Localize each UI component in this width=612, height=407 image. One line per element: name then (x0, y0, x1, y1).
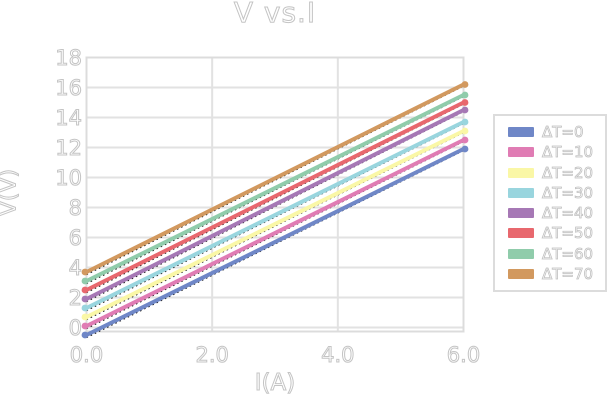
x-tick-label: 2.0 (195, 343, 229, 367)
legend-label: ΔT=50 (542, 224, 594, 243)
series-marker (461, 99, 469, 106)
y-tick-label: 0 (68, 315, 82, 340)
fit-line (86, 103, 464, 294)
legend-swatch (508, 127, 534, 138)
series-line (84, 129, 466, 319)
series-line (84, 138, 466, 328)
legend-swatch (508, 208, 534, 219)
legend-item: ΔT=70 (508, 264, 605, 283)
series-marker (461, 127, 469, 135)
legend-item: ΔT=0 (508, 123, 605, 142)
series-marker (81, 313, 89, 321)
legend-label: ΔT=10 (542, 143, 594, 162)
legend-swatch (508, 187, 534, 198)
series-marker (461, 136, 469, 144)
legend-label: ΔT=20 (542, 163, 594, 182)
y-tick-label: 8 (68, 195, 82, 220)
legend-item: ΔT=30 (508, 183, 605, 202)
legend-box: ΔT=0 ΔT=10 ΔT=20 ΔT=30 ΔT=40 ΔT=50 ΔT=60 ΔT=70 (493, 114, 607, 292)
legend-item: ΔT=50 (508, 224, 605, 243)
series-marker (81, 295, 89, 303)
fit-line (86, 85, 464, 276)
plot-frame (85, 56, 465, 333)
series-marker (81, 322, 89, 330)
series-marker (461, 118, 469, 126)
legend-swatch (508, 248, 534, 259)
series-marker (81, 331, 89, 339)
y-tick-label: 2 (68, 285, 82, 310)
x-tick-label: 6.0 (446, 343, 481, 367)
y-tick-label: 16 (55, 75, 83, 100)
y-tick-label: 14 (55, 105, 83, 130)
x-axis-label: I(A) (254, 370, 296, 397)
series-marker (81, 286, 89, 294)
legend-item: ΔT=20 (508, 163, 605, 182)
fit-line (86, 111, 464, 303)
series-marker (461, 106, 469, 114)
y-tick-label: 12 (55, 135, 83, 160)
legend-item: ΔT=10 (508, 143, 605, 162)
series-marker (461, 81, 469, 88)
legend-label: ΔT=70 (542, 264, 594, 283)
legend-label: ΔT=0 (542, 123, 584, 142)
series-marker (81, 268, 89, 276)
series-line (84, 108, 466, 301)
y-tick-label: 18 (55, 45, 83, 70)
y-tick-label: 4 (68, 255, 82, 280)
legend-swatch (508, 147, 534, 158)
series-line (84, 120, 466, 310)
legend-label: ΔT=30 (542, 183, 594, 202)
series-marker (81, 304, 89, 312)
series-line (84, 147, 466, 337)
x-tick-label: 4.0 (321, 343, 355, 367)
legend-label: ΔT=60 (542, 244, 594, 263)
series-line (84, 93, 466, 283)
series-line (84, 100, 466, 292)
series-line (84, 82, 466, 274)
legend-item: ΔT=60 (508, 244, 605, 263)
x-tick-label: 0.0 (69, 343, 104, 367)
series-marker (81, 277, 89, 285)
legend-item: ΔT=40 (508, 204, 605, 223)
series-marker (461, 145, 469, 153)
legend-swatch (508, 228, 534, 239)
y-tick-label: 10 (55, 165, 83, 190)
series-marker (461, 91, 469, 99)
legend-swatch (508, 268, 534, 279)
legend-label: ΔT=40 (542, 204, 594, 223)
chart-title: V vs.I (233, 0, 317, 30)
y-tick-label: 6 (68, 225, 82, 250)
legend-swatch (508, 167, 534, 178)
y-axis-label: V(V) (0, 168, 22, 217)
